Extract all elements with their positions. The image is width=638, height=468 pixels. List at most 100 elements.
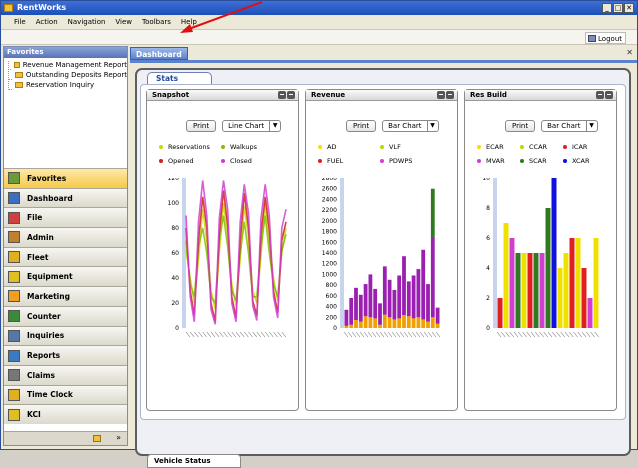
sidebar-item-kci[interactable]: KCI	[4, 404, 127, 424]
maximize-button[interactable]: □	[613, 3, 623, 13]
legend-swatch	[221, 159, 225, 163]
snapshot-panel: Snapshot Print Line Chart ▼ Reservations W…	[146, 89, 299, 411]
claims-icon	[8, 369, 20, 382]
favorite-label: Revenue Management Report	[22, 61, 127, 69]
sidebar-item-time-clock[interactable]: Time Clock	[4, 384, 127, 405]
chart-type-select[interactable]: Bar Chart ▼	[382, 120, 439, 132]
x-tick-label	[351, 331, 357, 338]
res-build-panel: Res Build Print Bar Chart ▼ ECAR CCAR ICAR M…	[464, 89, 617, 411]
x-tick-label	[277, 331, 282, 338]
menu-file[interactable]: File	[14, 18, 26, 26]
sidebar-item-counter[interactable]: Counter	[4, 305, 127, 326]
legend-entry: ECAR	[477, 143, 504, 151]
sidebar-item-file[interactable]: File	[4, 207, 127, 228]
y-tick-label: 0	[175, 325, 179, 332]
maximize-panel-icon[interactable]	[605, 91, 613, 99]
x-tick-label	[210, 331, 216, 338]
legend-label: Closed	[230, 157, 252, 165]
chart-type-select[interactable]: Line Chart ▼	[222, 120, 282, 132]
menu-action[interactable]: Action	[35, 18, 58, 26]
x-tick-label	[594, 331, 599, 338]
x-tick-label	[214, 331, 220, 338]
minimize-button[interactable]: _	[602, 3, 612, 13]
minimize-panel-icon[interactable]	[437, 91, 445, 99]
bar	[349, 324, 354, 328]
favorite-item[interactable]: Revenue Management Report	[8, 60, 127, 70]
sidebar-item-claims[interactable]: Claims	[4, 364, 127, 385]
menu-help[interactable]: Help	[180, 18, 197, 26]
folder-icon[interactable]	[93, 435, 101, 442]
x-tick-label	[569, 331, 574, 338]
y-axis-band	[493, 178, 497, 328]
minimize-panel-icon[interactable]	[278, 91, 286, 99]
sidebar-item-marketing[interactable]: Marketing	[4, 286, 127, 306]
legend-entry: Reservations	[159, 143, 210, 151]
sidebar-item-inquiries[interactable]: Inquiries	[4, 325, 127, 346]
print-button[interactable]: Print	[505, 120, 536, 132]
tab-vehicle-status[interactable]: Vehicle Status	[147, 454, 241, 468]
print-button[interactable]: Print	[346, 120, 377, 132]
y-tick-label: 4	[486, 265, 490, 272]
bar	[402, 256, 406, 316]
chart-type-value: Bar Chart	[388, 122, 422, 130]
bar	[349, 298, 354, 325]
x-tick-label	[273, 331, 278, 338]
tab-stats[interactable]: Stats	[147, 72, 212, 85]
legend-swatch	[520, 145, 524, 149]
chevron-down-icon: ▼	[426, 121, 438, 131]
toolbar: Logout	[1, 29, 637, 45]
tab-dashboard[interactable]: Dashboard	[130, 47, 188, 60]
x-tick-label	[505, 331, 510, 338]
x-tick-label	[347, 331, 353, 338]
chart-type-select[interactable]: Bar Chart ▼	[541, 120, 598, 132]
bar	[358, 294, 363, 322]
legend-entry: FUEL	[318, 157, 343, 165]
bar	[402, 315, 406, 328]
y-tick-label: 2200	[322, 207, 337, 214]
logout-button[interactable]: Logout	[585, 32, 626, 44]
print-button[interactable]: Print	[186, 120, 217, 132]
menu-toolbars[interactable]: Toolbars	[142, 18, 171, 26]
x-tick-label	[496, 331, 502, 338]
y-axis-band	[182, 178, 186, 328]
sidebar-item-admin[interactable]: Admin	[4, 227, 127, 247]
sidebar-item-equipment[interactable]: Equipment	[4, 266, 127, 287]
maximize-panel-icon[interactable]	[446, 91, 454, 99]
favorite-item[interactable]: Outstanding Deposits Report	[8, 70, 127, 80]
x-tick-label	[355, 331, 361, 338]
favorite-item[interactable]: Reservation Inquiry	[8, 80, 127, 90]
menu-navigation[interactable]: Navigation	[67, 18, 106, 26]
bar	[406, 281, 411, 317]
menu-view[interactable]: View	[115, 18, 133, 26]
x-tick-label	[560, 331, 565, 338]
sidebar-item-dashboard[interactable]: Dashboard	[4, 187, 127, 208]
legend-entry: Opened	[159, 157, 194, 165]
close-button[interactable]: ✕	[624, 3, 634, 13]
x-tick-label	[564, 331, 570, 338]
x-tick-label	[367, 331, 373, 338]
y-tick-label: 2000	[322, 218, 337, 225]
bar	[382, 266, 387, 315]
dashboard-container: Stats Snapshot Print Line Chart ▼ Reserva…	[135, 68, 631, 468]
y-tick-label: 120	[168, 178, 180, 182]
close-tab-icon[interactable]: ✕	[626, 48, 633, 57]
bar	[575, 238, 581, 328]
minimize-panel-icon[interactable]	[596, 91, 604, 99]
bar	[581, 268, 587, 328]
bar	[354, 287, 358, 320]
chevron-down-icon[interactable]: »	[116, 433, 121, 442]
bar	[533, 253, 539, 328]
x-tick-label	[343, 331, 349, 338]
legend-label: Reservations	[168, 143, 210, 151]
sidebar-item-reports[interactable]: Reports	[4, 345, 127, 365]
sidebar-item-fleet[interactable]: Fleet	[4, 246, 127, 267]
bar	[563, 253, 569, 328]
dashboard-icon	[8, 192, 20, 205]
x-tick-label	[395, 331, 401, 338]
x-tick-label	[411, 331, 417, 338]
bar	[503, 223, 509, 328]
revenue-bar-chart: 0 200 400 600 800 1000 1200 1400 1600 1800 2000 220…	[322, 178, 441, 338]
bar	[387, 279, 392, 318]
sidebar-item-favorites[interactable]: Favorites	[4, 168, 127, 188]
maximize-panel-icon[interactable]	[287, 91, 295, 99]
